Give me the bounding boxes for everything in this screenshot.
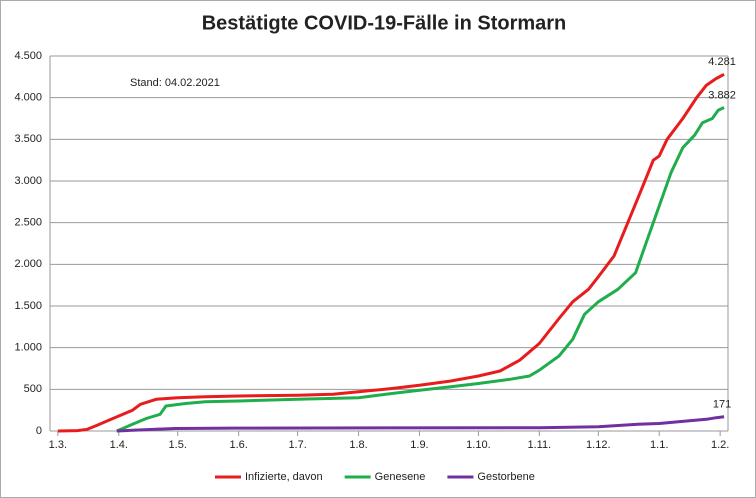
y-tick-label: 4.000 [14, 92, 42, 104]
series-line [116, 106, 725, 433]
y-tick-label: 1.000 [14, 342, 42, 354]
x-tick-label: 1.5. [169, 439, 187, 451]
x-tick-label: 1.1. [650, 439, 668, 451]
y-tick-label: 2.000 [14, 258, 42, 270]
chart-title: Bestätigte COVID-19-Fälle in Stormarn [202, 12, 567, 34]
y-tick-label: 3.500 [14, 133, 42, 145]
x-tick-label: 1.10. [466, 439, 490, 451]
series-line [57, 72, 725, 433]
y-tick-label: 2.500 [14, 217, 42, 229]
legend-label: Genesene [375, 471, 426, 483]
x-tick-label: 1.4. [110, 439, 128, 451]
x-tick-label: 1.12. [586, 439, 610, 451]
y-tick-label: 3.000 [14, 175, 42, 187]
end-label: 3.882 [708, 89, 736, 101]
y-tick-label: 0 [36, 425, 42, 437]
end-label: 4.281 [708, 56, 736, 68]
y-tick-label: 500 [24, 383, 42, 395]
x-tick-label: 1.9. [410, 439, 428, 451]
annotation: Stand: 04.02.2021 [130, 77, 220, 89]
x-tick-label: 1.3. [49, 439, 67, 451]
legend-label: Gestorbene [477, 471, 534, 483]
x-tick-label: 1.11. [528, 439, 552, 451]
legend-label: Infizierte, davon [245, 471, 323, 483]
y-tick-label: 4.500 [14, 50, 42, 62]
x-tick-label: 1.2. [711, 439, 729, 451]
x-tick-label: 1.6. [229, 439, 247, 451]
x-tick-label: 1.7. [288, 439, 306, 451]
end-label: 171 [713, 399, 731, 411]
series-line [116, 415, 725, 433]
x-tick-label: 1.8. [349, 439, 367, 451]
y-tick-label: 1.500 [14, 300, 42, 312]
